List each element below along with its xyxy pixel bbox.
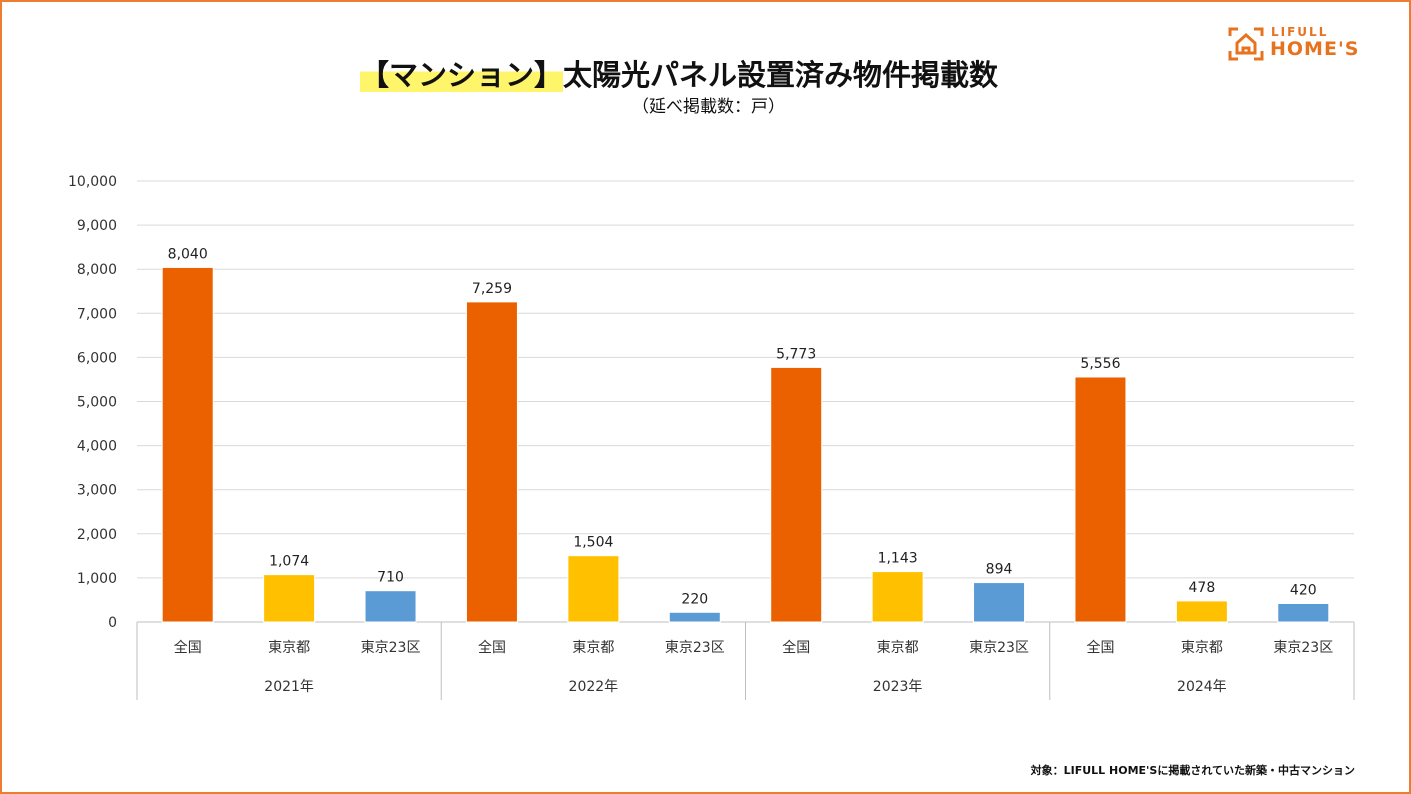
bar-全国 <box>1074 376 1127 623</box>
data-label: 5,556 <box>1080 356 1120 372</box>
bar-東京23区 <box>973 582 1026 623</box>
y-tick-label: 1,000 <box>77 571 117 587</box>
bar-東京都 <box>263 574 316 623</box>
x-category-label: 東京都 <box>1181 640 1223 656</box>
data-label: 710 <box>377 570 404 586</box>
data-label: 1,074 <box>269 554 309 570</box>
bar-東京都 <box>1175 600 1228 623</box>
bar-全国 <box>161 266 214 623</box>
bar-全国 <box>770 366 823 623</box>
house-icon <box>1228 27 1264 61</box>
x-group-label: 2021年 <box>264 679 314 695</box>
bar-東京都 <box>871 571 924 623</box>
x-group-label: 2023年 <box>873 679 923 695</box>
x-category-label: 東京都 <box>268 640 310 656</box>
y-tick-label: 3,000 <box>77 483 117 499</box>
chart-title: 【マンション】太陽光パネル設置済み物件掲載数 <box>360 58 999 92</box>
data-label: 894 <box>986 562 1013 578</box>
bar-東京23区 <box>668 611 721 623</box>
data-label: 8,040 <box>168 246 208 262</box>
data-label: 220 <box>681 591 708 607</box>
y-tick-label: 5,000 <box>77 395 117 411</box>
y-tick-label: 4,000 <box>77 439 117 455</box>
x-category-label: 東京23区 <box>665 640 725 656</box>
bar-東京都 <box>567 555 620 623</box>
bar-全国 <box>465 301 518 623</box>
x-category-label: 全国 <box>1086 639 1114 656</box>
x-group-label: 2022年 <box>569 679 619 695</box>
footnote: 対象：LIFULL HOME'Sに掲載されていた新築・中古マンション <box>1030 764 1355 777</box>
y-tick-label: 7,000 <box>77 306 117 322</box>
x-group-label: 2024年 <box>1177 679 1227 695</box>
x-category-label: 東京23区 <box>361 640 421 656</box>
y-tick-label: 0 <box>108 615 117 631</box>
x-category-label: 東京都 <box>572 640 614 656</box>
y-tick-label: 6,000 <box>77 350 117 366</box>
bar-東京23区 <box>364 590 417 623</box>
data-label: 1,504 <box>573 535 613 551</box>
y-tick-label: 2,000 <box>77 527 117 543</box>
bar-東京23区 <box>1277 602 1330 623</box>
data-label: 420 <box>1290 582 1317 598</box>
y-tick-label: 9,000 <box>77 218 117 234</box>
data-label: 5,773 <box>776 346 816 362</box>
data-label: 478 <box>1189 580 1216 596</box>
x-category-label: 全国 <box>174 639 202 656</box>
data-label: 7,259 <box>472 281 512 297</box>
data-label: 1,143 <box>878 551 918 567</box>
chart-subtitle: （延べ掲載数：戸） <box>632 97 785 117</box>
x-category-label: 東京23区 <box>969 640 1029 656</box>
x-category-label: 東京都 <box>877 640 919 656</box>
x-category-label: 東京23区 <box>1273 640 1333 656</box>
x-category-label: 全国 <box>782 639 810 656</box>
x-category-label: 全国 <box>478 639 506 656</box>
y-tick-label: 8,000 <box>77 262 117 278</box>
y-tick-label: 10,000 <box>68 174 117 190</box>
